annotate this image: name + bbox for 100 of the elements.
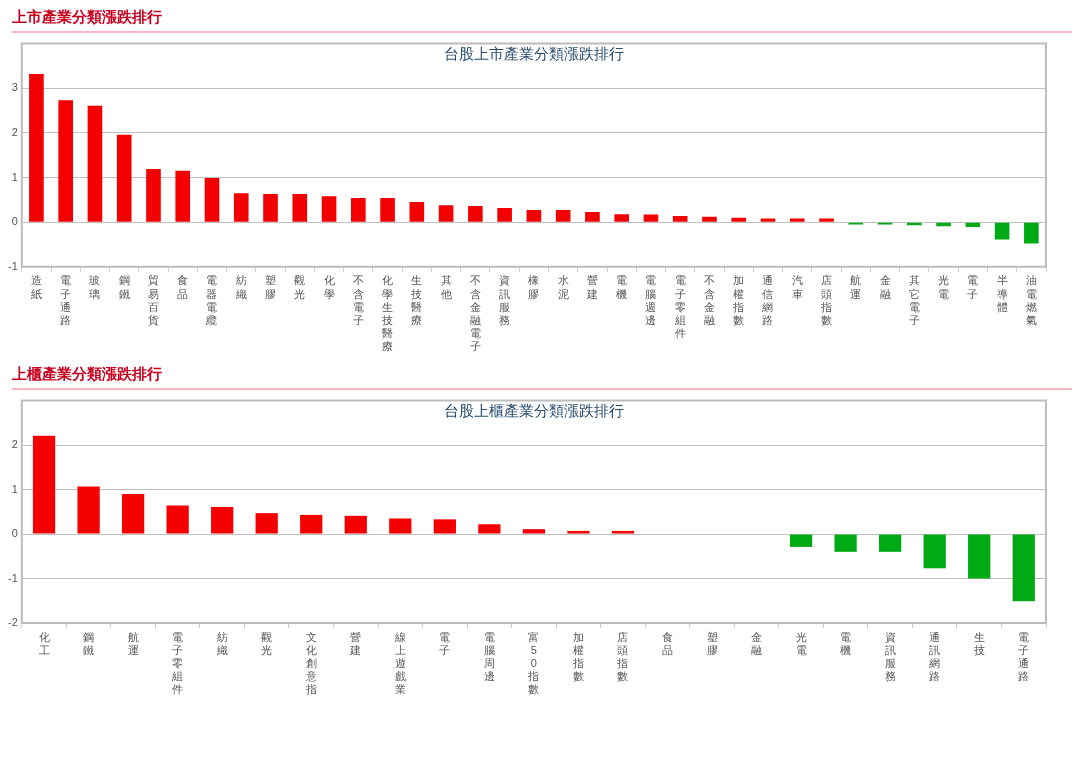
x-tick-label: 店頭指數: [616, 630, 629, 683]
bar: [526, 210, 542, 222]
bar: [879, 534, 902, 552]
y-tick-label: 1: [11, 482, 18, 495]
x-tick-label: 生技醫療: [410, 274, 423, 327]
bar: [468, 206, 483, 222]
y-tick-label: -1: [8, 259, 18, 272]
y-tick-label: 3: [11, 81, 18, 94]
x-tick-label: 電子零組件: [673, 274, 686, 340]
x-tick-label: 營建: [585, 274, 598, 300]
x-tick-label: 文化創意指: [304, 630, 317, 696]
x-tick-label: 航運: [127, 630, 139, 656]
x-tick-label: 電子: [967, 274, 979, 300]
y-tick-label: 2: [11, 125, 18, 138]
bar: [438, 205, 454, 222]
x-tick-label: 紡織: [215, 630, 228, 656]
x-tick-label: 貿易百貨: [147, 274, 159, 327]
x-tick-label: 電腦週邊: [645, 274, 657, 327]
x-tick-label: 光電: [938, 274, 950, 300]
x-tick-label: 化工: [38, 630, 50, 656]
bar: [255, 513, 278, 534]
y-tick-label: 1: [11, 170, 18, 183]
bar: [760, 218, 776, 222]
bar: [146, 169, 161, 222]
bar: [834, 534, 857, 552]
x-tick-label: 塑膠: [706, 630, 718, 656]
bar: [789, 218, 805, 222]
x-tick-label: 生技: [972, 630, 985, 656]
x-tick-label: 塑膠: [265, 274, 277, 300]
chart-subtitle: 上櫃產業分類漲跌排行: [12, 365, 1072, 390]
x-tick-label: 鋼鐵: [83, 630, 95, 656]
x-tick-label: 資訊服務: [884, 630, 896, 683]
bar: [380, 198, 395, 222]
x-tick-label: 水泥: [557, 274, 569, 300]
y-tick-label: -2: [8, 616, 18, 629]
bar: [731, 217, 747, 222]
bar: [233, 193, 249, 222]
x-tick-label: 通訊網路: [928, 630, 941, 683]
x-tick-label: 電器電纜: [205, 274, 218, 327]
bar: [994, 222, 1010, 240]
x-tick-label: 食品: [661, 630, 673, 656]
x-tick-label: 金融: [879, 274, 891, 300]
bar: [29, 73, 44, 222]
x-tick-label: 光電: [795, 630, 807, 656]
y-tick-label: 0: [11, 527, 18, 540]
x-tick-label: 油電燃氣: [1025, 274, 1037, 327]
bar: [497, 207, 512, 222]
y-tick-label: -1: [8, 571, 18, 584]
bar: [611, 530, 635, 534]
bar: [585, 211, 600, 222]
bar: [643, 214, 659, 222]
x-tick-label: 不含金融電子: [469, 274, 481, 353]
chart-title: 台股上櫃產業分類漲跌排行: [443, 401, 624, 420]
x-tick-label: 電子通路: [60, 274, 72, 327]
x-tick-label: 航運: [850, 274, 862, 300]
bar: [409, 202, 425, 222]
bar: [321, 196, 337, 222]
bar: [116, 134, 132, 222]
x-tick-label: 加權指數: [571, 630, 584, 683]
bar: [672, 215, 688, 222]
bar: [522, 529, 546, 534]
bar: [555, 210, 571, 222]
bar: [567, 530, 590, 534]
bar: [1024, 222, 1039, 244]
chart-subtitle: 上市產業分類漲跌排行: [12, 8, 1072, 33]
x-tick-label: 玻璃: [89, 274, 101, 300]
bar: [478, 524, 501, 534]
x-tick-label: 橡膠: [528, 274, 540, 300]
chart-title: 台股上市產業分類漲跌排行: [443, 44, 624, 63]
x-tick-label: 富50指數: [527, 630, 540, 696]
x-tick-label: 電機: [616, 274, 628, 300]
x-tick-label: 電子通路: [1018, 630, 1030, 683]
x-tick-label: 加權指數: [732, 274, 745, 327]
x-tick-label: 電腦周邊: [483, 630, 495, 683]
bar: [702, 216, 717, 222]
x-tick-label: 電子零組件: [171, 630, 184, 696]
bar: [923, 534, 946, 569]
bar: [121, 494, 145, 534]
x-tick-label: 食品: [177, 274, 189, 300]
x-tick-label: 通信網路: [761, 274, 774, 327]
bar: [1012, 534, 1035, 602]
x-tick-label: 電子: [439, 630, 451, 656]
bar: [614, 214, 629, 222]
x-tick-label: 不含電子: [352, 274, 364, 327]
x-tick-label: 化學: [323, 274, 335, 300]
x-tick-label: 觀光: [261, 630, 273, 656]
bar: [32, 435, 56, 534]
bar: [166, 505, 189, 534]
bar: [344, 515, 367, 534]
x-tick-label: 化學生技醫療: [381, 274, 394, 353]
x-tick-label: 觀光: [294, 274, 306, 300]
bar: [58, 100, 73, 222]
bar: [263, 194, 278, 222]
bar: [350, 198, 366, 222]
x-tick-label: 造紙: [30, 274, 42, 300]
y-tick-label: 0: [11, 215, 18, 228]
bar: [389, 518, 412, 534]
x-tick-label: 資訊服務: [499, 274, 511, 327]
x-tick-label: 半導體: [996, 274, 1008, 313]
x-tick-label: 金融: [751, 630, 763, 656]
